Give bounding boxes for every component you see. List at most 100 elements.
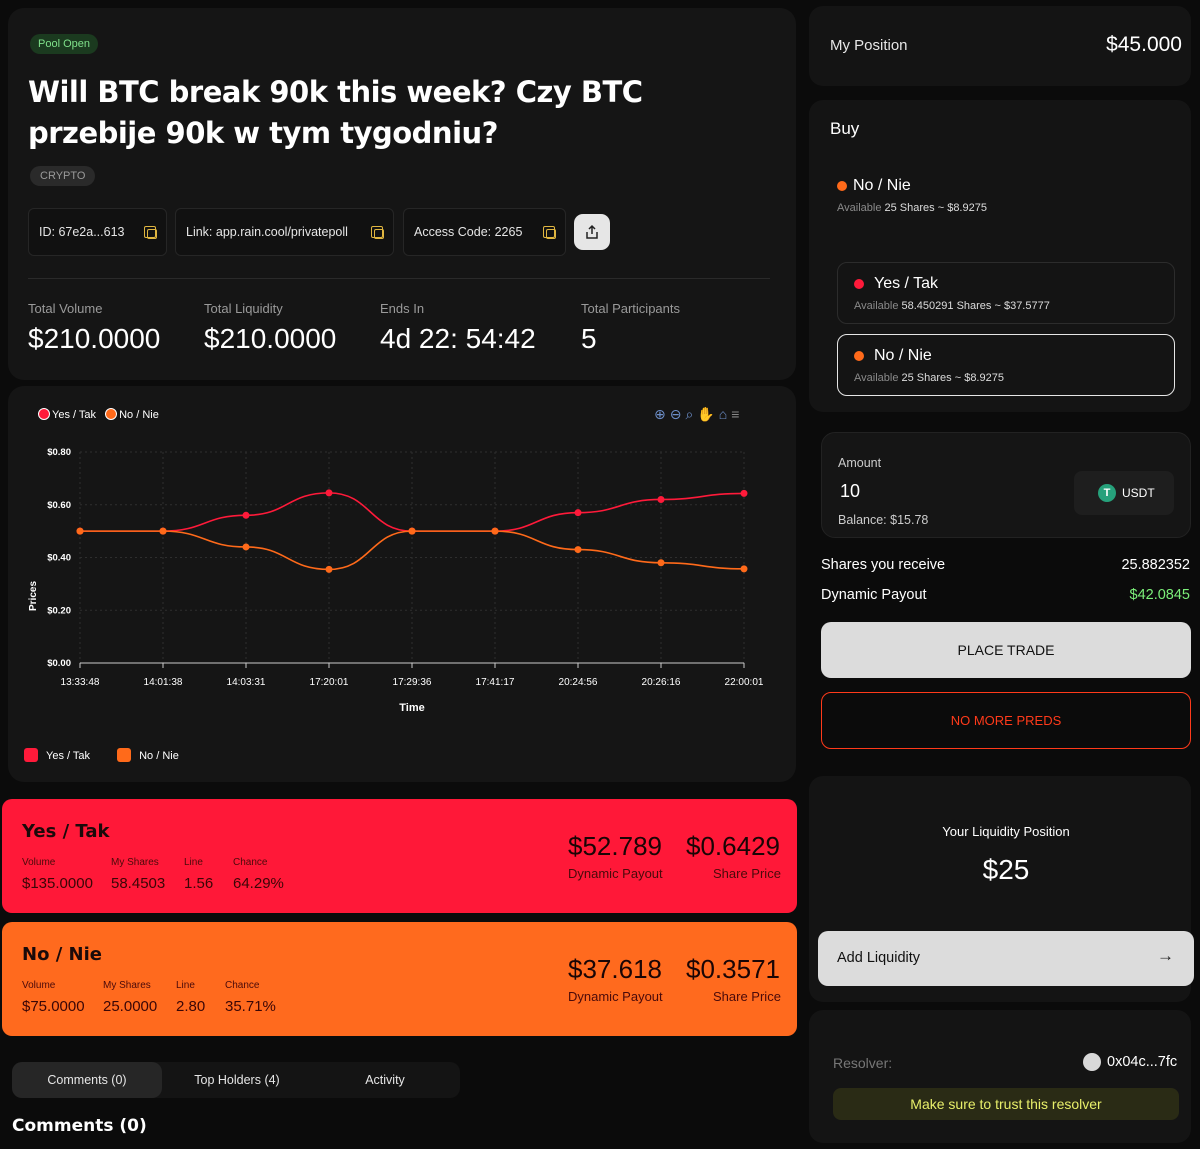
access-code-box[interactable]: Access Code: 2265 <box>403 208 566 256</box>
outcome-card-yes[interactable]: Yes / Tak Volume $135.0000 My Shares 58.… <box>2 799 797 913</box>
my-shares-label: My Shares <box>103 980 151 991</box>
market-link-box[interactable]: Link: app.rain.cool/privatepoll <box>175 208 394 256</box>
x-tick-label: 14:01:38 <box>144 677 183 688</box>
my-shares-label: My Shares <box>111 857 159 868</box>
data-point[interactable] <box>491 527 499 535</box>
legend-label: No / Nie <box>119 409 159 421</box>
no-more-preds-button[interactable]: NO MORE PREDS <box>821 692 1191 749</box>
legend-item-no[interactable]: No / Nie <box>117 748 179 762</box>
page-title: Will BTC break 90k this week? Czy BTC pr… <box>28 75 643 150</box>
available-prefix: Available <box>837 202 882 214</box>
buy-title: Buy <box>830 119 860 138</box>
x-tick-label: 17:41:17 <box>476 677 515 688</box>
data-point[interactable] <box>325 489 333 497</box>
place-trade-button[interactable]: PLACE TRADE <box>821 622 1191 678</box>
outcome-name: Yes / Tak <box>22 821 110 842</box>
amount-label: Amount <box>838 456 882 470</box>
currency-label: USDT <box>1122 486 1155 500</box>
selected-outcome-dropdown[interactable]: No / Nie Available 25 Shares ~ $8.9275 <box>825 164 1175 214</box>
data-point[interactable] <box>574 509 582 517</box>
market-id-box[interactable]: ID: 67e2a...613 <box>28 208 167 256</box>
my-position-card: My Position $45.000 <box>809 6 1191 86</box>
line-value: 1.56 <box>184 875 214 892</box>
dynamic-payout-value: $52.789 <box>568 831 662 861</box>
data-point[interactable] <box>740 565 748 573</box>
market-link-label: Link: app.rain.cool/privatepoll <box>186 225 348 239</box>
x-tick-label: 20:26:16 <box>642 677 681 688</box>
option-name: No / Nie <box>874 347 932 364</box>
data-point[interactable] <box>76 527 84 535</box>
my-position-value: $45.000 <box>1106 33 1182 56</box>
data-point[interactable] <box>574 546 582 554</box>
tab-top-holders[interactable]: Top Holders (4) <box>194 1073 280 1087</box>
add-liquidity-button[interactable]: Add Liquidity → <box>818 931 1194 986</box>
data-point[interactable] <box>408 527 416 535</box>
legend-item-yes[interactable]: Yes / Tak <box>24 748 91 762</box>
chart-legend-bottom: Yes / Tak No / Nie <box>24 748 179 762</box>
chart-legend-top: Yes / Tak No / Nie <box>38 408 159 421</box>
data-point[interactable] <box>242 543 250 551</box>
my-position-label: My Position <box>830 37 908 54</box>
data-point[interactable] <box>657 559 665 567</box>
zoom-out-icon[interactable]: ⊖ <box>669 406 686 422</box>
zoom-in-icon[interactable]: ⊕ <box>654 406 670 422</box>
status-badge: Pool Open <box>30 34 98 54</box>
outcome-option-no[interactable]: No / Nie Available 25 Shares ~ $8.9275 <box>837 334 1175 396</box>
outcome-option-yes[interactable]: Yes / Tak Available 58.450291 Shares ~ $… <box>837 262 1175 324</box>
shares-receive-label: Shares you receive <box>821 557 946 573</box>
volume-label: Volume <box>22 980 56 991</box>
dynamic-payout-label: Dynamic Payout <box>821 587 927 603</box>
chance-label: Chance <box>225 980 260 991</box>
data-point[interactable] <box>740 489 748 497</box>
data-point[interactable] <box>159 527 167 535</box>
share-button[interactable] <box>574 214 610 250</box>
stat-value: 5 <box>581 323 597 354</box>
copy-icon[interactable] <box>144 226 157 239</box>
hand-icon[interactable]: ✋ <box>697 406 719 422</box>
legend-item-yes[interactable]: Yes / Tak <box>38 408 96 421</box>
share-icon <box>586 224 598 239</box>
stat-value: $210.0000 <box>28 323 161 354</box>
stat-label: Ends In <box>380 301 425 316</box>
tab-activity[interactable]: Activity <box>365 1073 405 1087</box>
resolver-address[interactable]: 0x04c...7fc <box>1107 1054 1178 1070</box>
home-icon[interactable]: ⌂ <box>718 406 732 422</box>
amount-box: Amount 10 T USDT Balance: $15.78 <box>821 432 1191 538</box>
tab-comments[interactable]: Comments (0) <box>12 1062 162 1098</box>
search-icon[interactable]: ⌕ <box>685 406 698 422</box>
legend-label: Yes / Tak <box>46 750 91 762</box>
menu-icon[interactable]: ≡ <box>731 406 744 422</box>
line-label: Line <box>176 980 195 991</box>
x-tick-label: 20:24:56 <box>559 677 598 688</box>
legend-item-no[interactable]: No / Nie <box>105 408 159 421</box>
chance-value: 35.71% <box>225 998 276 1015</box>
amount-input[interactable]: 10 <box>840 481 861 501</box>
chance-label: Chance <box>233 857 268 868</box>
data-point[interactable] <box>657 495 665 503</box>
y-tick-label: $0.20 <box>47 605 71 616</box>
available-value: 58.450291 Shares ~ $37.5777 <box>901 300 1050 312</box>
legend-dot <box>38 408 50 420</box>
data-point[interactable] <box>242 511 250 519</box>
available-value: 25 Shares ~ $8.9275 <box>901 372 1004 384</box>
divider <box>28 278 770 279</box>
x-tick-label: 14:03:31 <box>227 677 266 688</box>
outcome-dot <box>854 279 864 289</box>
dynamic-payout-value: $42.0845 <box>1129 587 1190 603</box>
dynamic-payout-label: Dynamic Payout <box>568 866 663 881</box>
market-header-card: Pool Open Will BTC break 90k this week? … <box>8 8 796 380</box>
legend-swatch <box>117 748 132 762</box>
data-point[interactable] <box>325 565 333 573</box>
price-chart-card: Yes / Tak No / Nie ⊕⊖⌕✋⌂≡ $0.00 $0.20 $0.4… <box>8 386 796 782</box>
currency-selector[interactable]: T USDT <box>1074 471 1174 515</box>
y-tick-label: $0.00 <box>47 658 71 669</box>
copy-icon[interactable] <box>543 226 556 239</box>
copy-icon[interactable] <box>371 226 384 239</box>
access-code-label: Access Code: 2265 <box>414 225 523 239</box>
outcome-dot <box>854 351 864 361</box>
chart-toolbar: ⊕⊖⌕✋⌂≡ <box>654 406 743 423</box>
share-price-value: $0.3571 <box>686 954 780 984</box>
liquidity-label: Your Liquidity Position <box>942 824 1070 839</box>
outcome-card-no[interactable]: No / Nie Volume $75.0000 My Shares 25.00… <box>2 922 797 1036</box>
share-price-label: Share Price <box>713 989 781 1004</box>
